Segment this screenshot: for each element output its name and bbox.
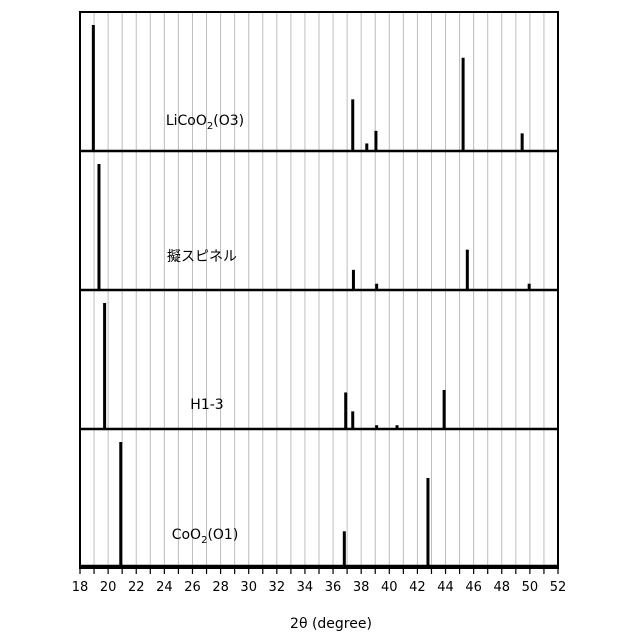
x-tick-label: 50	[522, 580, 539, 595]
x-tick-label: 18	[72, 580, 89, 595]
peak-bar	[351, 99, 354, 151]
x-tick-label: 38	[353, 580, 370, 595]
x-tick-label: 52	[550, 580, 567, 595]
panel-label: CoO2(O1)	[172, 527, 239, 546]
peak-bar	[344, 392, 347, 429]
peak-bar	[92, 25, 95, 151]
peak-bar	[375, 284, 378, 290]
x-tick-label: 42	[409, 580, 426, 595]
x-tick-label: 20	[100, 580, 117, 595]
x-tick-label: 34	[297, 580, 314, 595]
peak-bar	[351, 411, 354, 429]
peak-bar	[466, 250, 469, 290]
x-tick-label: 30	[240, 580, 257, 595]
panel-label: LiCoO2(O3)	[166, 113, 244, 132]
x-tick-label: 48	[493, 580, 510, 595]
x-tick-label: 22	[128, 580, 145, 595]
x-tick-label: 46	[465, 580, 482, 595]
peak-bar	[119, 442, 122, 566]
x-tick-label: 26	[184, 580, 201, 595]
x-tick-label: 28	[212, 580, 229, 595]
x-tick-label: 24	[156, 580, 173, 595]
x-axis-label: 2θ (degree)	[290, 616, 372, 632]
peak-bar	[97, 164, 100, 290]
panel-label: 擬スピネル	[167, 249, 237, 265]
peak-bar	[396, 425, 399, 429]
peak-bar	[343, 531, 346, 566]
peak-bar	[352, 270, 355, 290]
peak-bar	[521, 133, 524, 151]
peak-bar	[374, 131, 377, 151]
peak-bar	[375, 425, 378, 429]
peak-bar	[462, 58, 465, 151]
peak-bar	[443, 390, 446, 429]
x-tick-label: 44	[437, 580, 454, 595]
x-tick-label: 32	[269, 580, 286, 595]
x-tick-label: 36	[325, 580, 342, 595]
peak-bar	[528, 284, 531, 290]
x-tick-label: 40	[381, 580, 398, 595]
peak-bar	[365, 143, 368, 151]
x-axis: 18 20 22 24 26 28 30 32 34 36 38 40 42 44 46 48 50 52	[72, 568, 567, 595]
peak-bar	[103, 303, 106, 429]
panel-label: H1-3	[190, 397, 223, 413]
peak-bar	[426, 478, 429, 566]
